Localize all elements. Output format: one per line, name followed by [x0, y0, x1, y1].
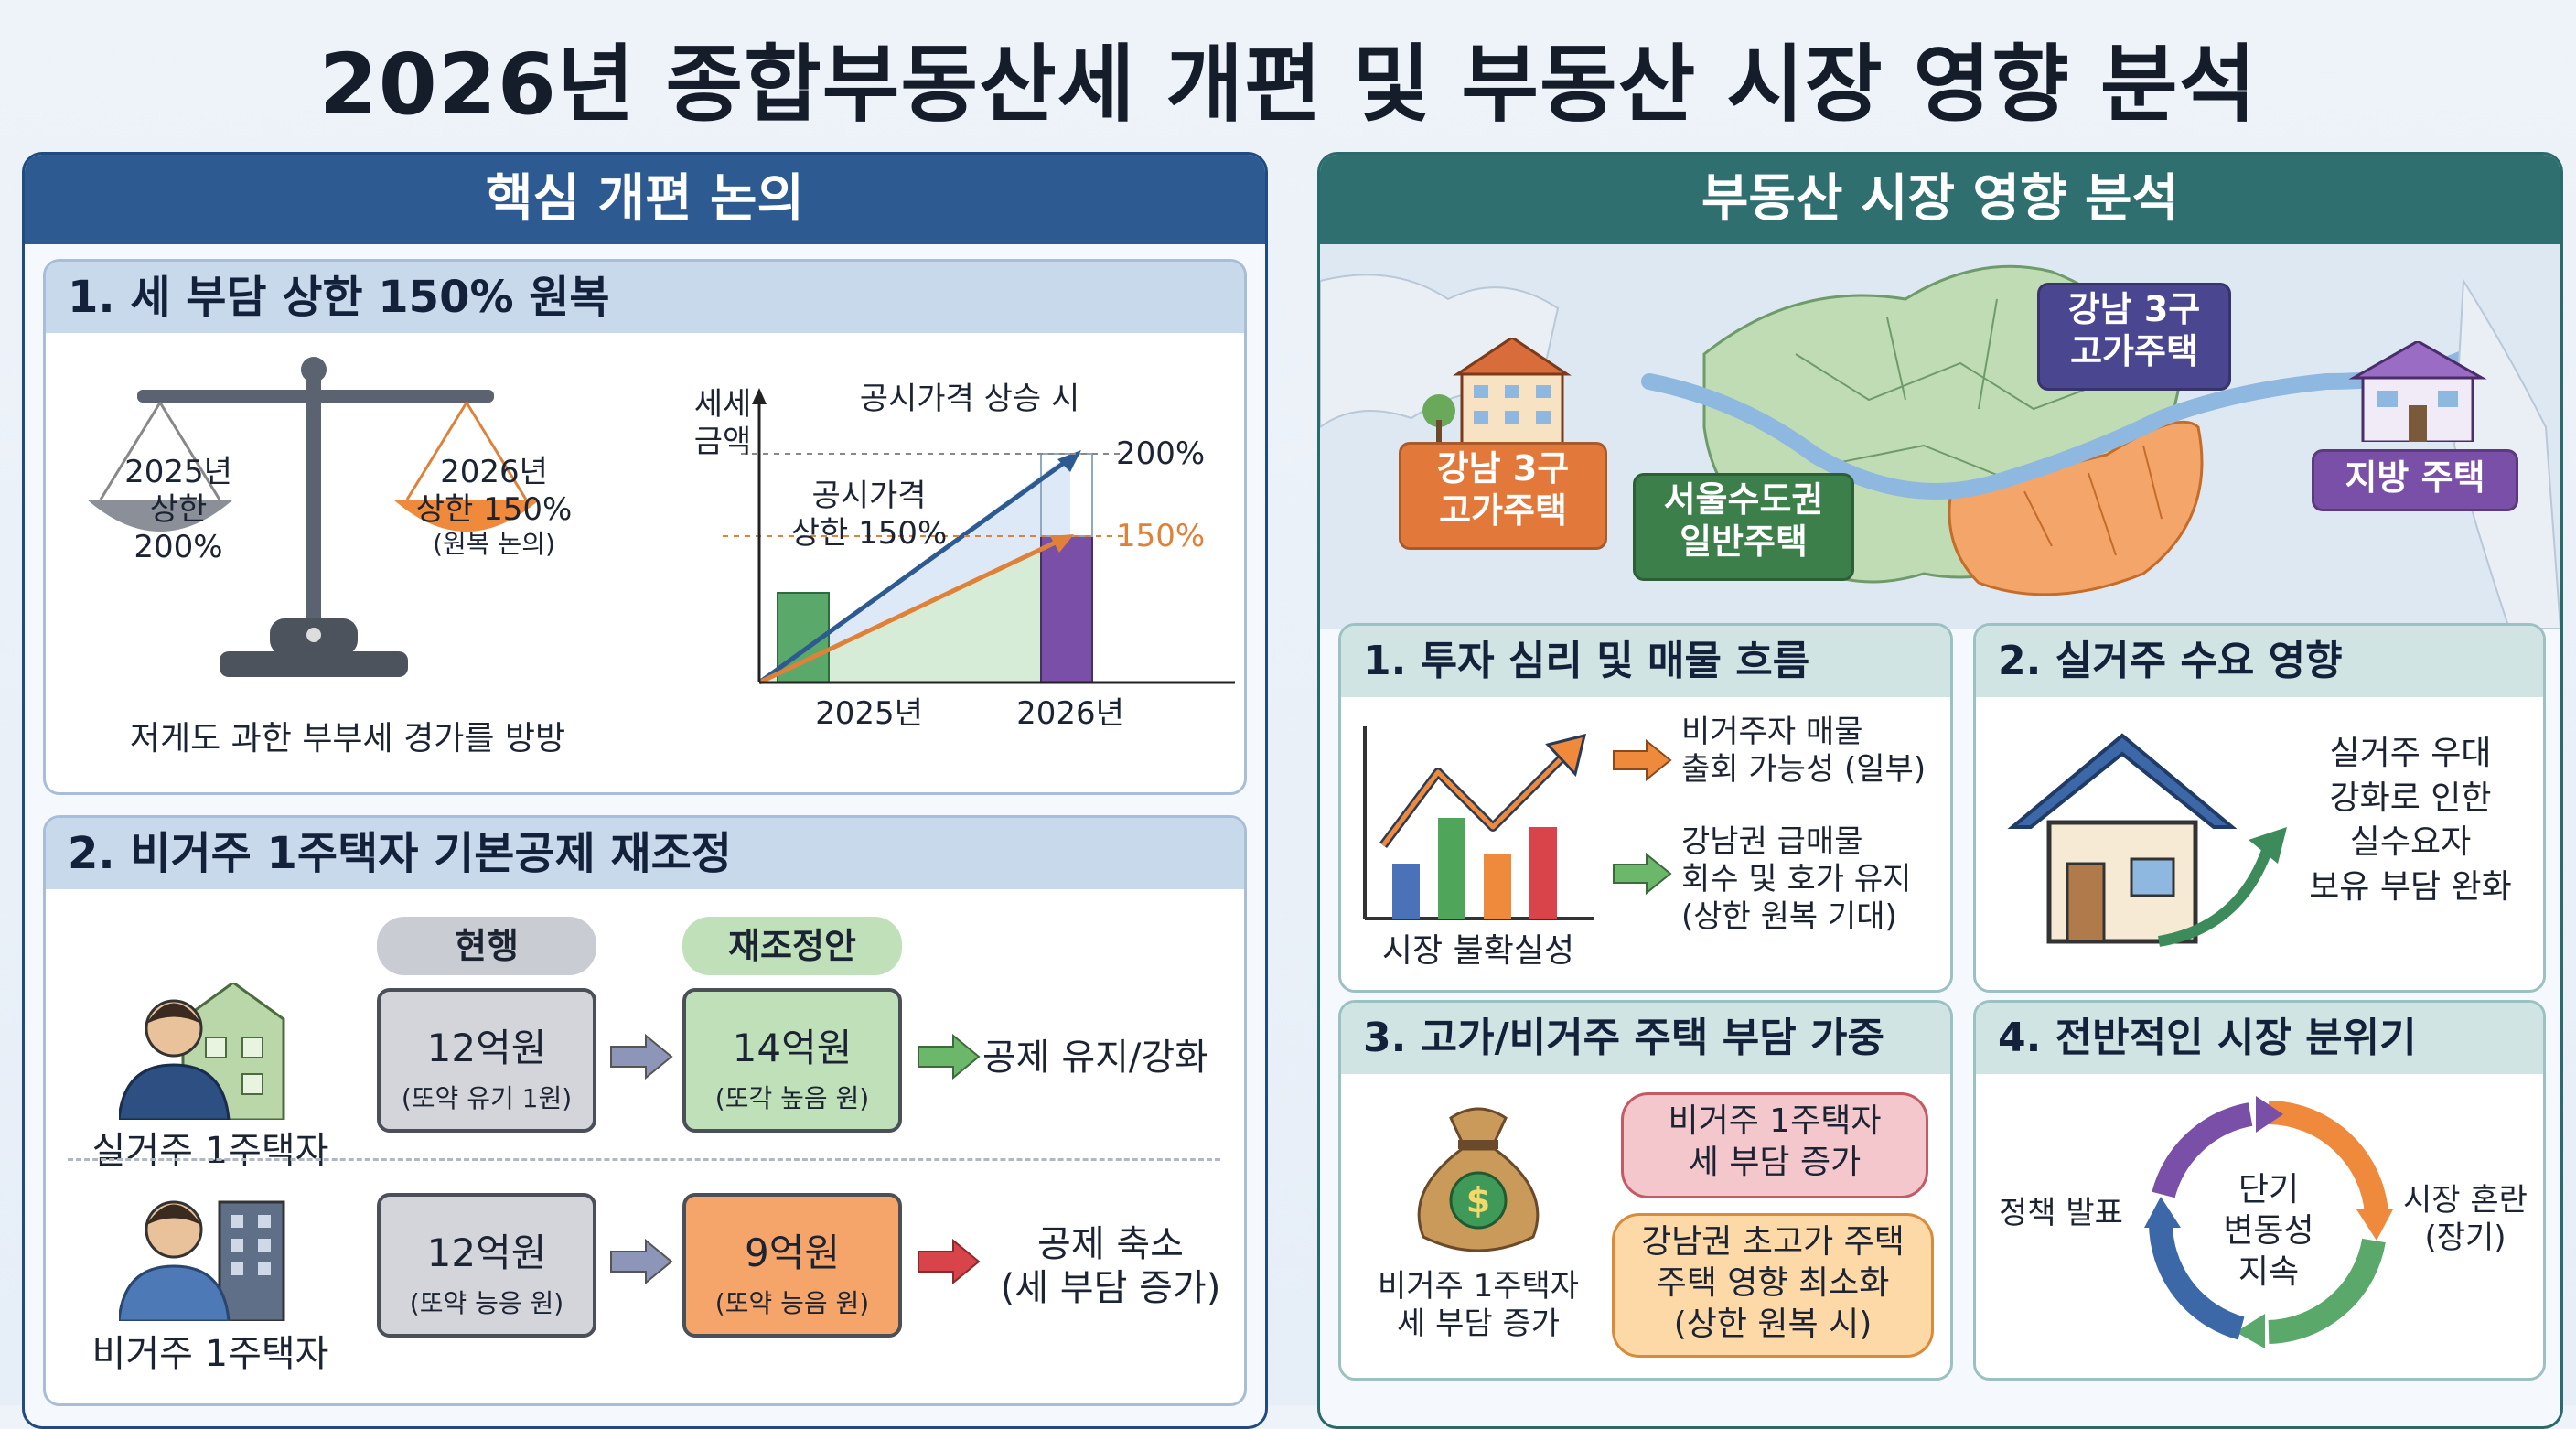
nonresident-owner-icon	[119, 1200, 285, 1321]
row-divider	[68, 1158, 1220, 1161]
label-150: 150%	[1116, 518, 1206, 554]
chart-ylabel: 세세 금액	[693, 386, 752, 460]
green-arrow-icon	[1613, 853, 1672, 895]
page-title: 2026년 종합부동산세 개편 및 부동산 시장 영향 분석	[318, 36, 2258, 134]
cycle-left-label: 정책 발표	[1999, 1195, 2123, 1231]
home-growth-icon	[2007, 733, 2287, 947]
resident-proposal-box: 14억원 (또각 높음 원)	[682, 988, 902, 1133]
deduction-section: 2. 비거주 1주택자 기본공제 재조정 현행 재조정안 실거주 1주택자 12…	[43, 815, 1247, 1406]
resident-owner-label: 실거주 1주택자	[91, 1130, 329, 1172]
resident-owner-icon	[119, 983, 285, 1120]
resident-demand-title: 2. 실거주 수요 영향	[1976, 626, 2543, 697]
nonresident-current-box: 12억원 (또약 능응 원)	[377, 1193, 596, 1338]
badge-gangnam-top: 강남 3구 고가주택	[2037, 283, 2231, 391]
current-column-pill: 현행	[377, 917, 596, 975]
tax-cap-chart	[723, 388, 1235, 685]
cycle-right-label: 시장 혼란 (장기)	[2403, 1182, 2528, 1256]
house-icon	[2348, 341, 2487, 442]
green-arrow-icon	[918, 1034, 981, 1080]
nonresident-proposal-box: 9억원 (또약 능음 원)	[682, 1193, 902, 1338]
deduction-title: 2. 비거주 1주택자 기본공제 재조정	[46, 818, 1244, 889]
burden-title: 3. 고가/비거주 주택 부담 가중	[1341, 1003, 1950, 1074]
red-arrow-icon	[918, 1239, 981, 1284]
scale-left-label: 2025년 상한 200%	[124, 454, 232, 565]
chart-mid-label: 공시가격 상한 150%	[790, 478, 948, 552]
market-panel: 부동산 시장 영향 분석 강남 3구 고가주택 서울수도권 일반주택 강남 3구…	[1317, 152, 2563, 1429]
arrow-right-icon	[610, 1034, 673, 1080]
balance-scale-icon	[87, 357, 540, 677]
scale-caption: 저게도 과한 부부세 경가를 방방	[129, 720, 566, 757]
x-label-2026: 2026년	[1016, 695, 1124, 732]
trend-chart-icon	[1363, 726, 1594, 920]
investment-item-1: 비거주자 매물 출회 가능성 (일부)	[1681, 714, 1927, 788]
badge-capital: 서울수도권 일반주택	[1633, 473, 1854, 581]
badge-gangnam-left: 강남 3구 고가주택	[1399, 442, 1607, 550]
badge-local: 지방 주택	[2312, 449, 2518, 511]
bubble-gangnam: 강남권 초고가 주택 주택 영향 최소화 (상한 원복 시)	[1612, 1213, 1934, 1358]
scale-right-label: 2026년 상한 150% (원복 논의)	[415, 454, 573, 559]
tax-cap-title: 1. 세 부담 상한 150% 원복	[46, 262, 1244, 333]
resident-demand-section: 2. 실거주 수요 영향 실거주 우대 강화로 인한 실수요자 보유 부담 완화	[1973, 623, 2546, 993]
investment-item-2: 강남권 급매물 회수 및 호가 유지 (상한 원복 기대)	[1681, 823, 1912, 935]
bubble-nonresident: 비거주 1주택자 세 부담 증가	[1621, 1092, 1928, 1198]
uncertainty-caption: 시장 불확실성	[1381, 932, 1575, 970]
investment-title: 1. 투자 심리 및 매물 흐름	[1341, 626, 1950, 697]
market-panel-header: 부동산 시장 영향 분석	[1320, 155, 2560, 244]
resident-result: 공제 유지/강화	[982, 1037, 1208, 1079]
market-mood-section: 4. 전반적인 시장 분위기 단기 변동성 지속 정책 발표 시장 혼란 (장기…	[1973, 1000, 2546, 1381]
nonresident-owner-label: 비거주 1주택자	[91, 1333, 329, 1375]
svg-text:$: $	[1466, 1180, 1490, 1220]
cycle-icon	[2144, 1096, 2393, 1348]
market-mood-title: 4. 전반적인 시장 분위기	[1976, 1003, 2543, 1074]
proposal-column-pill: 재조정안	[682, 917, 902, 975]
resident-demand-text: 실거주 우대 강화로 인한 실수요자 보유 부담 완화	[2309, 735, 2512, 906]
policy-panel: 핵심 개편 논의 1. 세 부담 상한 150% 원복 2025년 상한 200…	[22, 152, 1268, 1429]
burden-caption: 비거주 1주택자 세 부담 증가	[1377, 1268, 1580, 1342]
label-200: 200%	[1116, 435, 1206, 472]
resident-current-box: 12억원 (또약 유기 1원)	[377, 988, 596, 1133]
cycle-center-label: 단기 변동성 지속	[2223, 1171, 2314, 1291]
x-label-2025: 2025년	[815, 695, 923, 732]
investment-section: 1. 투자 심리 및 매물 흐름 시장 불확실성 비거주자 매물 출회 가능성 …	[1338, 623, 1953, 993]
burden-section: 3. 고가/비거주 주택 부담 가중 $ 비거주 1주택자 세 부담 증가 비거…	[1338, 1000, 1953, 1381]
bar-2026	[1040, 535, 1093, 683]
orange-arrow-icon	[1613, 739, 1672, 781]
money-bag-icon: $	[1417, 1107, 1540, 1252]
chart-top-label: 공시가격 상승 시	[859, 381, 1080, 417]
policy-panel-header: 핵심 개편 논의	[25, 155, 1265, 244]
apartment-icon	[1422, 338, 1572, 447]
tax-cap-section: 1. 세 부담 상한 150% 원복 2025년 상한 200% 2026년 상…	[43, 259, 1247, 795]
arrow-right-icon	[610, 1239, 673, 1284]
nonresident-result: 공제 축소 (세 부담 증가)	[1000, 1223, 1221, 1309]
